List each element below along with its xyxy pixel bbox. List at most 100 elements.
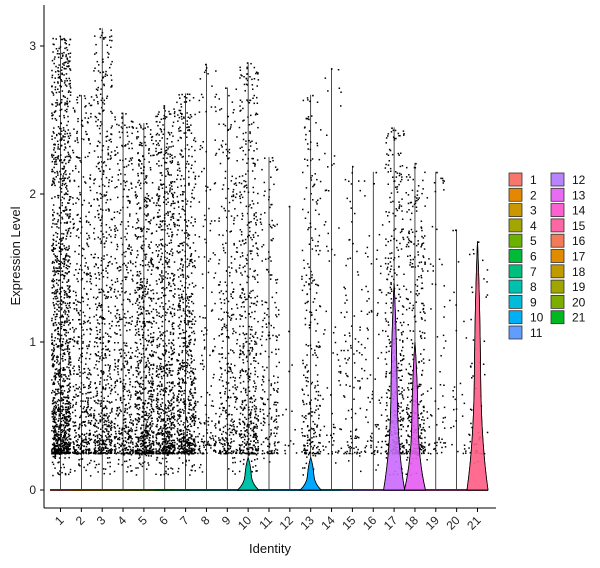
data-point [120, 380, 122, 383]
data-point [164, 229, 166, 231]
data-point [100, 304, 102, 307]
data-point [179, 411, 181, 413]
data-point [94, 451, 97, 453]
data-point [121, 279, 124, 282]
data-point [88, 433, 91, 435]
data-point [127, 164, 130, 166]
data-point [159, 215, 161, 217]
data-point [52, 92, 54, 94]
data-point [150, 430, 153, 432]
data-point [89, 322, 91, 324]
data-point [166, 430, 169, 433]
data-point [164, 288, 166, 290]
data-point [169, 452, 171, 455]
data-point [172, 145, 174, 147]
data-point [181, 273, 184, 276]
data-point [105, 224, 108, 226]
data-point [62, 95, 65, 98]
data-point [59, 411, 61, 413]
data-point [57, 88, 59, 90]
data-point [52, 244, 54, 246]
data-point [55, 445, 58, 447]
data-point [161, 174, 163, 177]
data-point [151, 425, 153, 427]
data-point [122, 440, 125, 442]
data-point [89, 386, 92, 389]
data-point [56, 450, 58, 452]
data-point [114, 230, 116, 232]
data-point [136, 300, 138, 302]
data-point [89, 189, 92, 192]
data-point [135, 328, 137, 331]
data-point [63, 262, 66, 264]
data-point [153, 441, 155, 443]
data-point [171, 185, 173, 187]
data-point [173, 445, 176, 447]
data-point [101, 435, 103, 437]
data-point [69, 196, 71, 198]
data-point [102, 386, 104, 389]
data-point [143, 322, 146, 325]
data-point [103, 423, 106, 426]
data-point [153, 154, 155, 156]
data-point [69, 337, 72, 340]
data-point [89, 353, 92, 356]
data-point [87, 268, 89, 270]
data-point [119, 352, 122, 355]
data-point [62, 440, 65, 442]
data-point [194, 178, 196, 180]
data-point [107, 148, 109, 151]
data-point [104, 354, 106, 356]
data-point [64, 104, 66, 106]
data-point [59, 159, 61, 161]
data-point [104, 447, 107, 449]
data-point [98, 447, 100, 449]
data-point [61, 232, 63, 235]
data-point [143, 436, 145, 438]
data-point [59, 247, 61, 249]
data-point [148, 433, 150, 436]
data-point [140, 376, 143, 379]
data-point [161, 370, 164, 373]
data-point [148, 339, 150, 342]
data-point [55, 160, 57, 163]
data-point [169, 189, 171, 191]
data-point [128, 407, 131, 409]
data-point [128, 442, 130, 444]
data-point [63, 414, 65, 416]
data-point [152, 435, 154, 437]
data-point [164, 389, 166, 392]
data-point [140, 287, 143, 290]
data-point [94, 353, 97, 355]
data-point [162, 295, 165, 297]
data-point [97, 272, 100, 274]
data-point [71, 406, 74, 408]
data-point [59, 160, 61, 162]
data-point [131, 429, 133, 431]
data-point [186, 370, 189, 373]
data-point [94, 418, 97, 421]
data-point [110, 336, 112, 338]
data-point [62, 463, 65, 466]
data-point [101, 354, 103, 357]
data-point [100, 288, 103, 290]
data-point [138, 462, 141, 465]
data-point [95, 441, 97, 443]
data-point [89, 177, 91, 179]
data-point [184, 312, 186, 315]
data-point [182, 264, 184, 266]
data-point [173, 397, 175, 399]
data-point [117, 371, 119, 373]
data-point [101, 123, 103, 125]
data-point [55, 38, 57, 40]
data-point [110, 289, 112, 291]
data-point [142, 407, 144, 409]
data-point [194, 183, 197, 185]
data-point [69, 402, 72, 405]
data-point [110, 449, 112, 452]
data-point [65, 206, 67, 208]
data-point [156, 433, 159, 435]
data-point [110, 429, 112, 431]
data-point [136, 346, 138, 349]
data-point [95, 88, 98, 90]
